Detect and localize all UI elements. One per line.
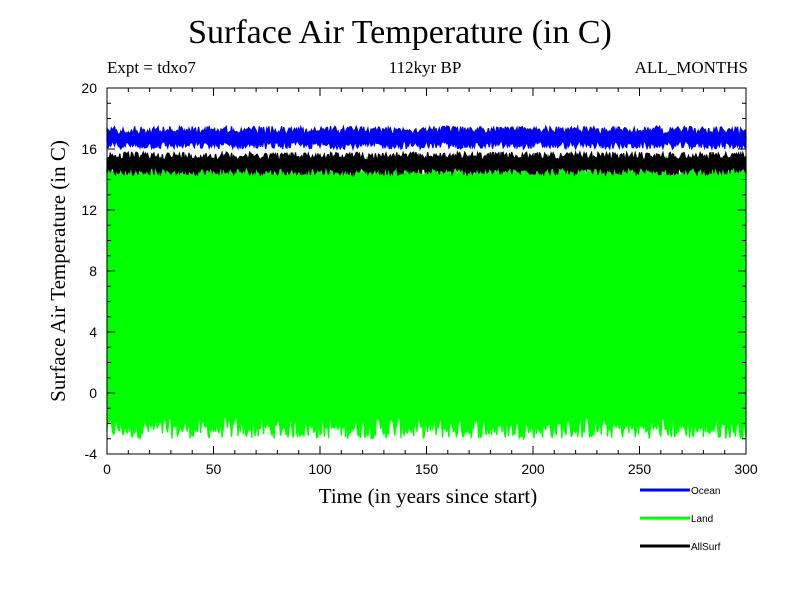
y-axis-title: Surface Air Temperature (in C) bbox=[46, 140, 70, 402]
y-tick-label: 16 bbox=[81, 141, 97, 157]
chart-title: Surface Air Temperature (in C) bbox=[188, 14, 612, 51]
legend-label-land: Land bbox=[691, 514, 713, 525]
x-axis-title: Time (in years since start) bbox=[319, 484, 538, 508]
series-band-ocean bbox=[106, 124, 747, 152]
labels-layer: 0 50 100 150 200 250 300 -4 0 4 8 12 16 20 bbox=[81, 80, 757, 477]
months-label: ALL_MONTHS bbox=[634, 58, 748, 77]
y-tick-label: 8 bbox=[89, 263, 97, 279]
x-tick-label: 150 bbox=[415, 461, 439, 477]
x-tick-label: 300 bbox=[734, 461, 758, 477]
series-layer bbox=[106, 124, 747, 441]
legend: Ocean Land AllSurf bbox=[640, 486, 721, 553]
x-tick-label: 200 bbox=[521, 461, 545, 477]
x-tick-label: 100 bbox=[308, 461, 332, 477]
series-band-land bbox=[106, 154, 747, 441]
y-tick-label: 12 bbox=[81, 202, 97, 218]
y-tick-label: -4 bbox=[85, 446, 98, 462]
y-tick-label: 20 bbox=[81, 80, 97, 96]
x-tick-label: 50 bbox=[206, 461, 222, 477]
legend-label-allsurf: AllSurf bbox=[691, 542, 721, 553]
legend-label-ocean: Ocean bbox=[691, 486, 720, 497]
experiment-label: Expt = tdxo7 bbox=[107, 58, 196, 77]
period-label: 112kyr BP bbox=[388, 58, 462, 77]
y-tick-label: 0 bbox=[89, 385, 97, 401]
x-tick-label: 250 bbox=[628, 461, 652, 477]
x-tick-label: 0 bbox=[103, 461, 111, 477]
y-tick-label: 4 bbox=[89, 324, 97, 340]
ticks-layer bbox=[106, 87, 747, 455]
